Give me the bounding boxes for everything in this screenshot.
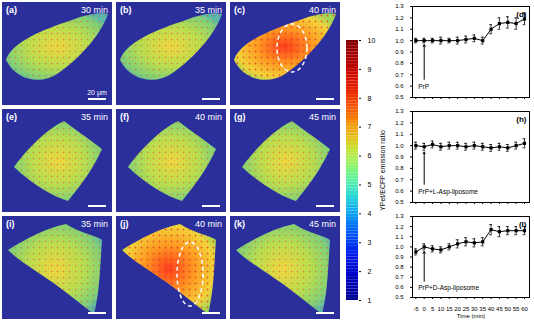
- svg-text:1.3: 1.3: [395, 108, 404, 114]
- svg-text:35 min: 35 min: [195, 5, 222, 15]
- svg-text:(e): (e): [6, 112, 17, 122]
- svg-text:(f): (f): [120, 112, 129, 122]
- svg-text:1.2: 1.2: [395, 15, 404, 21]
- svg-text:10: 10: [438, 306, 445, 312]
- svg-text:1: 1: [368, 297, 372, 304]
- svg-text:1.1: 1.1: [395, 131, 404, 137]
- svg-text:(k): (k): [234, 219, 245, 229]
- svg-text:7: 7: [368, 123, 372, 130]
- svg-text:8: 8: [368, 95, 372, 102]
- svg-text:40 min: 40 min: [195, 112, 222, 122]
- svg-text:0.6: 0.6: [395, 284, 404, 290]
- svg-text:6: 6: [368, 152, 372, 159]
- svg-text:(i): (i): [6, 219, 15, 229]
- svg-text:60: 60: [521, 306, 528, 312]
- svg-text:1.0: 1.0: [395, 38, 404, 44]
- svg-text:1.2: 1.2: [395, 120, 404, 126]
- svg-text:0.5: 0.5: [395, 199, 404, 205]
- svg-text:1.2: 1.2: [395, 224, 404, 230]
- svg-text:20 μm: 20 μm: [87, 89, 107, 97]
- svg-text:0.9: 0.9: [395, 254, 404, 260]
- svg-text:5: 5: [368, 181, 372, 188]
- svg-text:PrP+L-Asp-liposome: PrP+L-Asp-liposome: [418, 188, 478, 196]
- svg-text:0.9: 0.9: [395, 49, 404, 55]
- svg-text:35 min: 35 min: [81, 219, 108, 229]
- svg-text:(b): (b): [120, 5, 132, 15]
- svg-text:(c): (c): [234, 5, 245, 15]
- svg-text:1.3: 1.3: [395, 3, 404, 9]
- svg-text:-5: -5: [413, 306, 419, 312]
- svg-text:30: 30: [471, 306, 478, 312]
- svg-text:PrP: PrP: [418, 83, 429, 90]
- svg-text:1.1: 1.1: [395, 234, 404, 240]
- svg-text:35 min: 35 min: [81, 112, 108, 122]
- svg-text:(j): (j): [120, 219, 129, 229]
- svg-text:45 min: 45 min: [309, 112, 336, 122]
- svg-text:5: 5: [431, 306, 435, 312]
- svg-text:(l): (l): [519, 220, 527, 229]
- svg-text:3: 3: [368, 239, 372, 246]
- svg-text:40 min: 40 min: [309, 5, 336, 15]
- svg-text:(d): (d): [516, 10, 527, 19]
- svg-text:0.7: 0.7: [395, 274, 404, 280]
- svg-text:0.6: 0.6: [395, 83, 404, 89]
- svg-text:1.0: 1.0: [395, 143, 404, 149]
- svg-text:30 min: 30 min: [81, 5, 108, 15]
- svg-text:35: 35: [479, 306, 486, 312]
- svg-text:15: 15: [446, 306, 453, 312]
- svg-text:(a): (a): [6, 5, 17, 15]
- svg-text:25: 25: [463, 306, 470, 312]
- svg-text:PrP+D-Asp-liposome: PrP+D-Asp-liposome: [418, 284, 479, 292]
- svg-text:0.7: 0.7: [395, 177, 404, 183]
- svg-text:45 min: 45 min: [309, 219, 336, 229]
- svg-text:0.7: 0.7: [395, 72, 404, 78]
- svg-text:4: 4: [368, 210, 372, 217]
- svg-text:1.3: 1.3: [395, 213, 404, 219]
- svg-text:9: 9: [368, 66, 372, 73]
- svg-text:55: 55: [513, 306, 520, 312]
- svg-text:1.1: 1.1: [395, 26, 404, 32]
- svg-text:0.8: 0.8: [395, 60, 404, 66]
- svg-text:40 min: 40 min: [195, 219, 222, 229]
- svg-text:10: 10: [368, 37, 376, 44]
- svg-text:0.6: 0.6: [395, 188, 404, 194]
- svg-text:2: 2: [368, 268, 372, 275]
- svg-text:20: 20: [454, 306, 461, 312]
- svg-text:0.5: 0.5: [395, 94, 404, 100]
- svg-text:0.5: 0.5: [395, 294, 404, 300]
- svg-text:0: 0: [423, 306, 427, 312]
- svg-text:0.9: 0.9: [395, 154, 404, 160]
- svg-text:0.8: 0.8: [395, 264, 404, 270]
- svg-text:0.8: 0.8: [395, 165, 404, 171]
- svg-text:Time (min): Time (min): [457, 313, 485, 319]
- svg-text:1.0: 1.0: [395, 244, 404, 250]
- svg-text:40: 40: [488, 306, 495, 312]
- svg-text:50: 50: [504, 306, 511, 312]
- svg-text:(g): (g): [234, 112, 246, 122]
- svg-text:45: 45: [496, 306, 503, 312]
- svg-text:YPet/ECFP emission ratio: YPet/ECFP emission ratio: [379, 130, 386, 211]
- svg-text:(h): (h): [516, 115, 527, 124]
